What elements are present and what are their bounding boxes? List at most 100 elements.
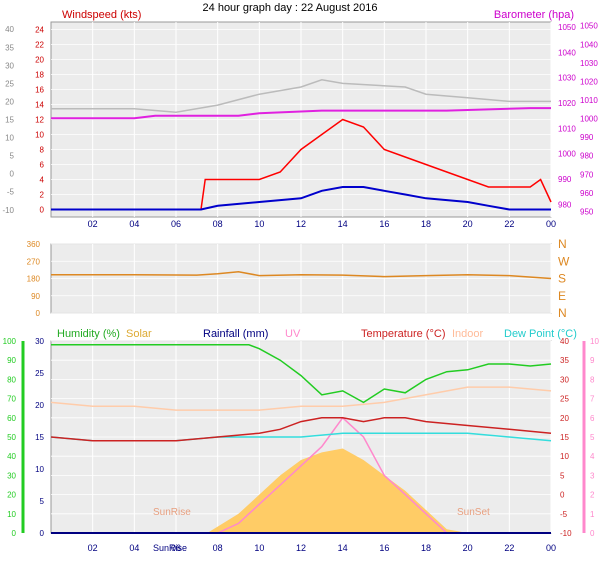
barometer-extra-tick-label: 1050 (580, 22, 598, 31)
uv-tick-label: 1 (590, 510, 595, 519)
direction-tick-label: 180 (27, 275, 41, 284)
compass-label: E (558, 289, 566, 303)
x-tick-label: 22 (504, 219, 514, 229)
direction-tick-label: 360 (27, 240, 41, 249)
humidity-line (51, 344, 552, 404)
temperature-tick-label: 30 (560, 375, 569, 384)
direction-tick-label: 270 (27, 257, 41, 266)
windspeed-tick-label: 8 (40, 146, 45, 155)
windspeed-tick-label: 14 (35, 101, 44, 110)
windspeed-tick-label: 0 (40, 206, 45, 215)
temperature-tick-label: 0 (560, 491, 565, 500)
windspeed-tick-label: 2 (40, 191, 45, 200)
uv-tick-label: 7 (590, 395, 595, 404)
humidity-tick-label: 10 (7, 510, 16, 519)
x-tick-label: 18 (421, 543, 431, 553)
sunset-label: SunSet (457, 507, 490, 518)
barometer-extra-tick-label: 970 (580, 170, 594, 179)
uv-tick-label: 10 (590, 337, 599, 346)
direction-tick-label: 90 (31, 292, 40, 301)
barometer-extra-tick-label: 960 (580, 189, 594, 198)
uv-line (51, 416, 551, 534)
humidity-tick-label: 50 (7, 433, 16, 442)
sunrise-label: SunRise (153, 507, 191, 518)
x-tick-label: 08 (213, 543, 223, 553)
uv-tick-label: 5 (590, 433, 595, 442)
barometer-extra-tick-label: 980 (580, 152, 594, 161)
windspeed-tick-label: 16 (35, 86, 44, 95)
far-left-tick-label: 30 (5, 61, 14, 70)
compass-label: W (558, 254, 570, 268)
barometer-extra-tick-label: 1030 (580, 59, 598, 68)
x-tick-label: 14 (338, 219, 348, 229)
x-tick-label: 04 (129, 219, 139, 229)
x-tick-label: 04 (129, 543, 139, 553)
compass-label: N (558, 306, 567, 320)
barometer-tick-label: 1050 (558, 23, 576, 32)
barometer-extra-tick-label: 1000 (580, 115, 598, 124)
rainfall-tick-label: 30 (35, 337, 44, 346)
barometer-extra-tick-label: 1040 (580, 40, 598, 49)
temperature-tick-label: 40 (560, 337, 569, 346)
x-tick-label: 20 (463, 219, 473, 229)
barometer-tick-label: 1010 (558, 124, 576, 133)
humidity-tick-label: 100 (3, 337, 17, 346)
x-tick-label: 02 (88, 543, 98, 553)
x-tick-label: 10 (254, 219, 264, 229)
uv-tick-label: 4 (590, 452, 595, 461)
temperature-tick-label: 35 (560, 356, 569, 365)
indoor-label: Indoor (452, 328, 484, 340)
barometer-tick-label: 1040 (558, 48, 576, 57)
windspeed-tick-label: 24 (35, 26, 44, 35)
temperature-tick-label: 20 (560, 414, 569, 423)
far-left-tick-label: 40 (5, 25, 14, 34)
wind-average-line (51, 186, 551, 211)
x-tick-label: 18 (421, 219, 431, 229)
x-tick-label: 14 (338, 543, 348, 553)
barometer-line (51, 107, 551, 120)
secondary-gray-line (51, 79, 551, 114)
far-left-tick-label: 5 (10, 152, 15, 161)
wind-direction-line (51, 271, 552, 280)
barometer-tick-label: 1000 (558, 150, 576, 159)
solar-label: Solar (126, 328, 152, 340)
barometer-extra-tick-label: 1010 (580, 96, 598, 105)
temperature-label: Temperature (°C) (361, 328, 445, 340)
solar-area (51, 448, 551, 533)
humidity-tick-label: 40 (7, 452, 16, 461)
x-tick-label: 20 (463, 543, 473, 553)
windspeed-tick-label: 6 (40, 161, 45, 170)
temperature-tick-label: 5 (560, 471, 565, 480)
windspeed-tick-label: 22 (35, 41, 44, 50)
wind-gust-line (51, 118, 552, 211)
dewpoint-label: Dew Point (°C) (504, 328, 577, 340)
temperature-tick-label: 15 (560, 433, 569, 442)
direction-tick-label: 0 (36, 309, 41, 318)
x-tick-label: 22 (504, 543, 514, 553)
uv-label: UV (285, 328, 301, 340)
temperature-tick-label: -10 (560, 529, 572, 538)
compass-label: N (558, 237, 567, 251)
temperature-line (50, 417, 552, 442)
windspeed-tick-label: 18 (35, 71, 44, 80)
far-left-tick-label: 25 (5, 79, 14, 88)
windspeed-tick-label: 4 (40, 176, 45, 185)
windspeed-axis-title: Windspeed (kts) (62, 9, 141, 21)
barometer-tick-label: 1020 (558, 99, 576, 108)
barometer-tick-label: 990 (558, 175, 572, 184)
windspeed-tick-label: 10 (35, 131, 44, 140)
far-left-tick-label: 20 (5, 97, 14, 106)
humidity-tick-label: 90 (7, 356, 16, 365)
uv-tick-label: 2 (590, 491, 595, 500)
rainfall-tick-label: 10 (35, 465, 44, 474)
uv-tick-label: 8 (590, 375, 595, 384)
rainfall-tick-label: 25 (35, 369, 44, 378)
rainfall-tick-label: 5 (40, 497, 45, 506)
temperature-tick-label: 10 (560, 452, 569, 461)
rainfall-tick-label: 0 (40, 529, 45, 538)
uv-tick-label: 9 (590, 356, 595, 365)
far-left-tick-label: 15 (5, 116, 14, 125)
uv-tick-label: 6 (590, 414, 595, 423)
barometer-extra-tick-label: 990 (580, 133, 594, 142)
far-left-tick-label: 0 (10, 170, 15, 179)
